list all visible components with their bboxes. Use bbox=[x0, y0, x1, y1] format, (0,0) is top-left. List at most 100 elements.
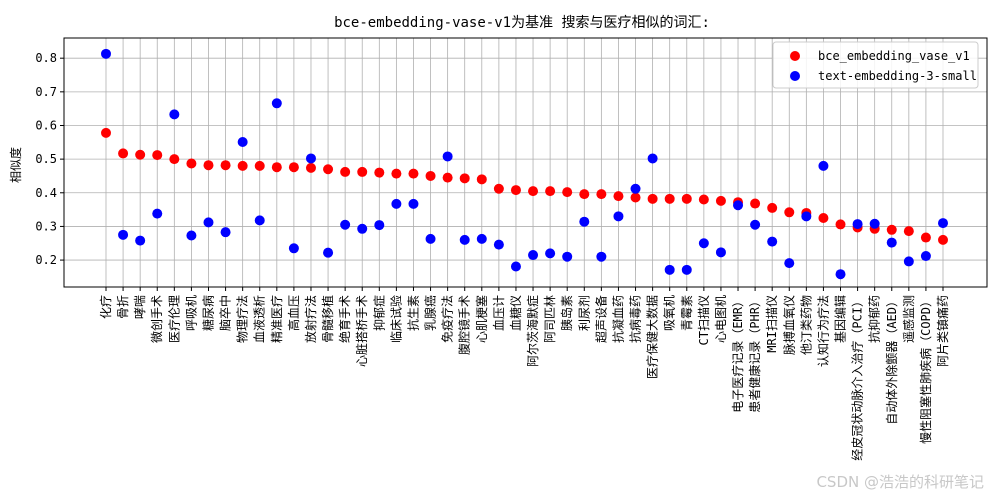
data-point bbox=[698, 238, 709, 249]
data-point bbox=[938, 234, 948, 245]
data-point bbox=[818, 160, 829, 171]
data-point bbox=[391, 168, 402, 179]
x-tick-label: 认知行为疗法 bbox=[816, 295, 830, 367]
data-point bbox=[920, 232, 931, 243]
data-point bbox=[340, 219, 351, 230]
legend-box bbox=[772, 41, 979, 89]
data-point bbox=[203, 217, 214, 228]
x-tick-label: 经皮冠状动脉介入治疗（PCI） bbox=[850, 295, 865, 461]
data-point bbox=[750, 219, 761, 230]
x-tick-label: 自动体外除颤器（AED） bbox=[884, 295, 899, 425]
legend-marker bbox=[790, 71, 800, 81]
data-point bbox=[323, 164, 334, 175]
x-tick-label: 乳腺癌 bbox=[423, 295, 438, 331]
data-point bbox=[135, 149, 146, 160]
data-point bbox=[220, 160, 231, 171]
data-point bbox=[459, 173, 470, 184]
x-tick-label: 心脏搭桥手术 bbox=[354, 295, 369, 367]
x-tick-label: 基因编辑 bbox=[833, 295, 848, 343]
data-point bbox=[801, 211, 812, 222]
data-point bbox=[852, 219, 863, 230]
data-point bbox=[835, 219, 846, 230]
watermark: CSDN @浩浩的科研笔记 bbox=[816, 473, 984, 491]
data-point bbox=[442, 151, 453, 162]
chart-title: bce-embedding-vase-v1为基准 搜索与医疗相似的词汇: bbox=[334, 14, 710, 31]
data-point bbox=[818, 213, 829, 224]
data-point bbox=[510, 185, 521, 196]
x-tick-label: 呼吸机 bbox=[184, 295, 198, 331]
data-point bbox=[442, 172, 453, 183]
data-point bbox=[562, 187, 573, 198]
data-point bbox=[169, 109, 180, 120]
data-point bbox=[681, 193, 692, 204]
data-point bbox=[835, 269, 846, 280]
data-point bbox=[254, 160, 265, 171]
y-tick-label: 0.4 bbox=[35, 186, 57, 200]
legend: bce_embedding_vase_v1 text-embedding-3-sm… bbox=[772, 41, 979, 89]
data-point bbox=[459, 234, 470, 245]
y-tick-label: 0.6 bbox=[35, 118, 57, 132]
x-tick-label: 微创手术 bbox=[150, 295, 164, 343]
data-point bbox=[374, 167, 385, 178]
data-point bbox=[186, 230, 197, 241]
data-point bbox=[271, 162, 282, 173]
y-axis-label: 相似度 bbox=[8, 147, 23, 183]
data-point bbox=[186, 158, 197, 169]
x-tick-label: 心电图机 bbox=[714, 295, 728, 343]
y-tick-label: 0.3 bbox=[35, 219, 57, 233]
data-point bbox=[767, 236, 778, 247]
data-point bbox=[647, 193, 658, 204]
x-tick-label: 他汀类药物 bbox=[799, 295, 813, 355]
x-tick-label: 阿尔茨海默症 bbox=[525, 295, 540, 367]
x-tick-label: 心肌梗塞 bbox=[474, 295, 489, 343]
x-tick-label: 放射疗法 bbox=[303, 295, 318, 343]
data-point bbox=[374, 220, 385, 231]
x-tick-label: 血液透析 bbox=[252, 295, 267, 343]
data-point bbox=[562, 251, 573, 262]
data-point bbox=[476, 233, 487, 244]
x-tick-label: 免疫疗法 bbox=[440, 295, 455, 343]
x-tick-label: 电子医疗记录（EMR） bbox=[731, 295, 745, 413]
data-point bbox=[579, 189, 590, 200]
data-point bbox=[886, 224, 897, 235]
data-points bbox=[101, 48, 948, 280]
data-point bbox=[750, 198, 761, 209]
data-point bbox=[357, 166, 368, 177]
data-point bbox=[596, 189, 607, 200]
data-point bbox=[288, 243, 299, 254]
data-point bbox=[528, 186, 539, 197]
data-point bbox=[630, 183, 641, 194]
x-tick-label: 超声设备 bbox=[593, 295, 608, 343]
data-point bbox=[169, 154, 180, 165]
x-tick-label: CT扫描仪 bbox=[697, 295, 711, 345]
x-tick-label: 精准医疗 bbox=[270, 295, 284, 343]
x-tick-label: 抗抑郁药 bbox=[867, 295, 882, 343]
data-point bbox=[510, 261, 521, 272]
data-point bbox=[152, 208, 163, 219]
data-point bbox=[220, 227, 231, 238]
data-point bbox=[869, 218, 880, 229]
x-tick-label: 胰岛素 bbox=[559, 295, 574, 331]
data-point bbox=[408, 198, 419, 209]
x-tick-label: 抗病毒药 bbox=[628, 295, 643, 343]
x-tick-label: 糖尿病 bbox=[200, 295, 215, 331]
data-point bbox=[118, 229, 129, 240]
plot-frame bbox=[63, 37, 988, 288]
x-tick-label: 阿片类镇痛药 bbox=[935, 295, 950, 367]
x-tick-label: 慢性阻塞性肺疾病（COPD） bbox=[918, 295, 933, 444]
data-point bbox=[920, 251, 931, 262]
x-tick-label: 青霉素 bbox=[680, 295, 694, 331]
data-point bbox=[152, 150, 163, 161]
data-point bbox=[408, 168, 419, 179]
x-tick-label: 哮喘 bbox=[133, 295, 147, 319]
data-point bbox=[237, 160, 248, 171]
data-point bbox=[118, 148, 129, 159]
y-tick-label: 0.8 bbox=[35, 51, 57, 65]
data-point bbox=[545, 248, 556, 259]
data-point bbox=[425, 233, 436, 244]
legend-label: bce_embedding_vase_v1 bbox=[818, 49, 970, 63]
x-tick-label: 抑郁症 bbox=[371, 295, 386, 331]
data-point bbox=[647, 153, 658, 164]
data-point bbox=[340, 166, 351, 177]
